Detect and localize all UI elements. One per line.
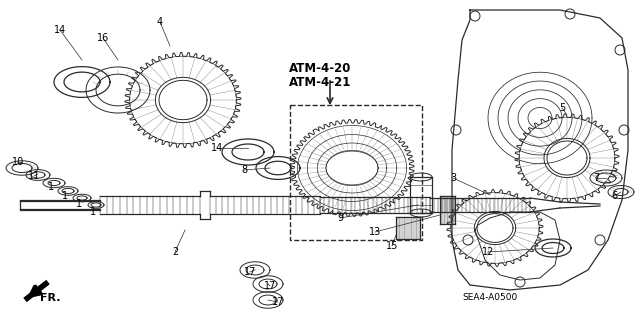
Text: 1: 1 bbox=[48, 182, 54, 192]
Text: FR.: FR. bbox=[40, 293, 60, 303]
Text: 8: 8 bbox=[241, 165, 247, 175]
Text: 9: 9 bbox=[337, 213, 343, 223]
Text: 7: 7 bbox=[593, 173, 599, 183]
Text: 5: 5 bbox=[559, 103, 565, 113]
Text: 11: 11 bbox=[28, 171, 40, 181]
Text: 4: 4 bbox=[157, 17, 163, 27]
Text: SEA4-A0500: SEA4-A0500 bbox=[462, 293, 518, 302]
Text: 17: 17 bbox=[272, 297, 284, 307]
Text: ATM-4-21: ATM-4-21 bbox=[289, 76, 351, 88]
Text: 3: 3 bbox=[450, 173, 456, 183]
Text: 13: 13 bbox=[369, 227, 381, 237]
Text: 12: 12 bbox=[482, 247, 494, 257]
Text: 1: 1 bbox=[90, 207, 96, 217]
Text: ATM-4-20: ATM-4-20 bbox=[289, 62, 351, 75]
Text: 14: 14 bbox=[211, 143, 223, 153]
Text: 14: 14 bbox=[54, 25, 66, 35]
Text: 1: 1 bbox=[62, 191, 68, 201]
Text: 17: 17 bbox=[244, 267, 256, 277]
Text: 17: 17 bbox=[264, 281, 276, 291]
Text: 15: 15 bbox=[386, 241, 398, 251]
Text: 6: 6 bbox=[611, 191, 617, 201]
Text: 10: 10 bbox=[12, 157, 24, 167]
Text: 1: 1 bbox=[76, 199, 82, 209]
Text: 2: 2 bbox=[172, 247, 178, 257]
Text: 16: 16 bbox=[97, 33, 109, 43]
